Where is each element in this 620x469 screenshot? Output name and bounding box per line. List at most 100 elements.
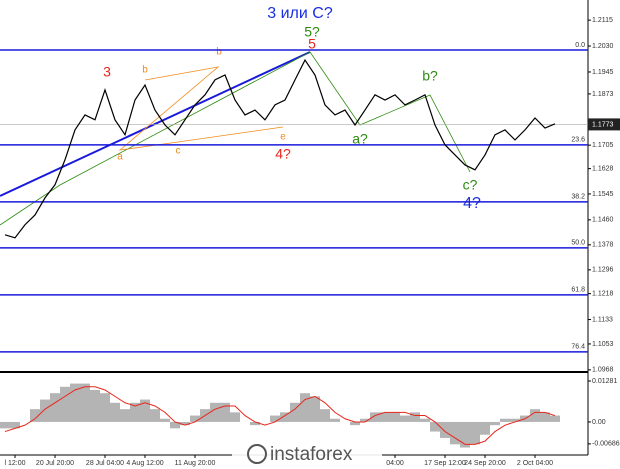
y-tick-label: 1.1705 (592, 142, 614, 149)
y-tick-label: 1.1133 (592, 316, 613, 323)
fib-label: 76.4 (571, 344, 585, 351)
y-tick-label: 1.2030 (592, 43, 614, 50)
wave-label: b (216, 47, 222, 58)
wave-label: a (117, 152, 123, 163)
osc-bar (270, 415, 280, 422)
osc-bar (280, 412, 290, 422)
osc-bar (90, 389, 100, 422)
y-tick-label: 1.1545 (592, 191, 614, 198)
fib-label: 23.6 (571, 137, 585, 144)
osc-bar (220, 402, 230, 422)
x-tick-label: 11 Aug 20:00 (175, 460, 216, 467)
x-tick-label: 24 Sep 20:00 (464, 460, 506, 467)
wave-label: c? (463, 177, 478, 193)
y-tick-label: 1.1053 (592, 341, 614, 348)
osc-bar (320, 409, 330, 422)
osc-bar (380, 412, 390, 422)
osc-bar (300, 393, 310, 422)
osc-bar (470, 421, 480, 445)
x-tick-label: 2 Oct 04:00 (517, 460, 553, 467)
wave-label: e (280, 132, 286, 143)
title: 3 или C? (267, 5, 333, 22)
osc-bar (60, 386, 70, 422)
annotations: 5?5 3 b b a c e 4? a? b? c? 4? (103, 24, 481, 213)
osc-bar (50, 393, 60, 422)
osc-bar (0, 421, 10, 429)
wave-label: 4? (463, 195, 481, 212)
osc-bar (550, 415, 560, 422)
osc-bar (540, 412, 550, 422)
osc-bar (370, 412, 380, 422)
osc-bar (40, 399, 50, 422)
x-tick-label: 4 Aug 12:00 (126, 460, 163, 467)
x-tick-label: 17 Sep 12:00 (424, 460, 466, 467)
osc-tick-label: 0.01281 (592, 378, 617, 385)
wave-label: 5? (304, 24, 320, 40)
x-tick-label: 04:00 (386, 460, 404, 467)
wave-label: b (142, 65, 148, 76)
osc-bar (330, 418, 340, 422)
osc-bar (440, 421, 450, 438)
wave-label: 5 (308, 36, 316, 52)
y-tick-label: 1.1628 (592, 165, 614, 172)
osc-bar (180, 421, 190, 426)
triangle-lines (118, 66, 284, 151)
y-tick-label: 1.1218 (592, 290, 614, 297)
osc-bar (410, 412, 420, 422)
osc-bar (10, 421, 20, 429)
osc-bar (70, 383, 80, 422)
brand: instaforex (270, 444, 353, 465)
x-tick-label: l 12:00 (4, 460, 25, 467)
osc-bar (210, 402, 220, 422)
osc-bar (360, 418, 370, 422)
osc-bar (120, 409, 130, 422)
current-price-label: 1.1773 (592, 121, 614, 128)
osc-bar (510, 418, 520, 422)
y-tick-label: 1.2115 (592, 17, 613, 24)
wave-label: c (176, 146, 181, 157)
osc-bar (310, 396, 320, 422)
y-tick-label: 1.1460 (592, 217, 614, 224)
wave-label: 4? (275, 146, 291, 162)
osc-tick-label: 0.00 (592, 419, 606, 426)
osc-bar (140, 399, 150, 422)
osc-bar (460, 421, 470, 448)
osc-bar (480, 421, 490, 435)
osc-bar (150, 409, 160, 422)
osc-bar (110, 402, 120, 422)
signal-line (4, 386, 556, 445)
fib-label: 50.0 (571, 240, 585, 247)
osc-bar (170, 421, 180, 429)
osc-bar (430, 421, 440, 432)
osc-bar (420, 418, 430, 422)
osc-bar (250, 421, 260, 426)
osc-bar (450, 421, 460, 445)
x-tick-label: 20 Jul 20:00 (36, 460, 74, 467)
osc-bar (400, 415, 410, 422)
osc-bar (350, 421, 360, 426)
wave-label: 3 (103, 64, 111, 80)
osc-bar (230, 412, 240, 422)
osc-bar (160, 418, 170, 422)
osc-bar (500, 418, 510, 422)
fib-label: 38.2 (571, 194, 585, 201)
osc-bar (390, 412, 400, 422)
trend-channel (0, 51, 311, 197)
price-line (4, 58, 556, 239)
osc-bar (100, 393, 110, 422)
x-tick-label: 28 Jul 04:00 (86, 460, 124, 467)
y-tick-label: 1.1378 (592, 242, 614, 249)
osc-bar (130, 402, 140, 422)
y-tick-label: 1.1873 (592, 91, 614, 98)
wave-label: b? (422, 68, 438, 84)
fib-label: 0.0 (575, 42, 585, 49)
osc-bar (80, 383, 90, 422)
osc-tick-label: -0.00686 (592, 441, 620, 448)
current-price-box (588, 118, 620, 131)
osc-bar (530, 409, 540, 422)
logo-icon (247, 444, 267, 464)
osc-bar (30, 409, 40, 422)
wave-label: a? (352, 131, 368, 147)
